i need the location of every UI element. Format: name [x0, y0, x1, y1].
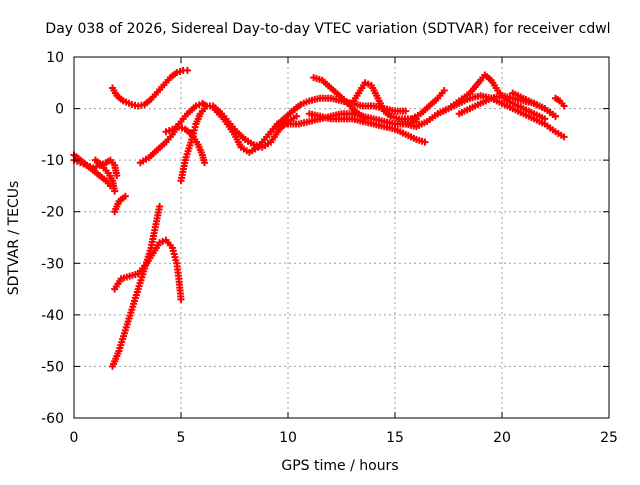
- series-arc-3: [91, 156, 119, 195]
- data-point: [421, 138, 429, 146]
- data-point: [113, 172, 121, 180]
- series-arc-4: [111, 192, 129, 216]
- data-point: [121, 192, 129, 200]
- x-axis-label: GPS time / hours: [281, 458, 398, 474]
- tick-labels: 0 5 10 15 20 25 -60 -50 -40 -30 -20 -10 0 10: [41, 50, 618, 446]
- data-point: [560, 133, 568, 141]
- series-arc-10: [310, 74, 369, 123]
- series-arc-20: [109, 203, 164, 370]
- data-point: [156, 203, 164, 211]
- data-point: [552, 112, 559, 120]
- series-arc-19: [552, 94, 568, 110]
- data-point: [183, 66, 191, 74]
- x-tick-label: 0: [70, 430, 79, 446]
- data-point: [111, 187, 119, 195]
- y-tick-label: -50: [41, 359, 64, 375]
- axis-ticks: [73, 56, 610, 419]
- y-tick-label: -20: [41, 205, 64, 221]
- data-point: [293, 112, 301, 120]
- y-axis-label: SDTVAR / TECUs: [6, 181, 22, 296]
- data-point: [201, 159, 209, 167]
- data-point: [440, 87, 448, 95]
- x-tick-label: 10: [279, 430, 297, 446]
- y-tick-label: -10: [41, 153, 64, 169]
- data-points: [70, 66, 568, 370]
- plot-frame: [73, 56, 610, 419]
- data-point: [402, 107, 410, 115]
- series-arc-5: [109, 66, 191, 110]
- x-tick-label: 15: [386, 430, 404, 446]
- y-tick-label: 0: [55, 102, 64, 118]
- x-tick-label: 5: [177, 430, 186, 446]
- y-tick-label: -30: [41, 256, 64, 272]
- series-arc-12: [348, 79, 420, 123]
- data-point: [177, 295, 185, 303]
- x-tick-label: 25: [600, 430, 618, 446]
- data-point: [560, 102, 568, 110]
- y-tick-label: -40: [41, 308, 64, 324]
- x-tick-label: 20: [493, 430, 511, 446]
- data-point: [541, 115, 549, 123]
- series-arc-21: [111, 236, 185, 303]
- series-arc-6: [136, 99, 211, 167]
- series-arc-15: [408, 87, 448, 123]
- chart-title: Day 038 of 2026, Sidereal Day-to-day VTE…: [45, 21, 610, 37]
- series-arc-18: [509, 89, 559, 120]
- y-tick-label: -60: [41, 411, 64, 427]
- y-tick-label: 10: [46, 50, 64, 66]
